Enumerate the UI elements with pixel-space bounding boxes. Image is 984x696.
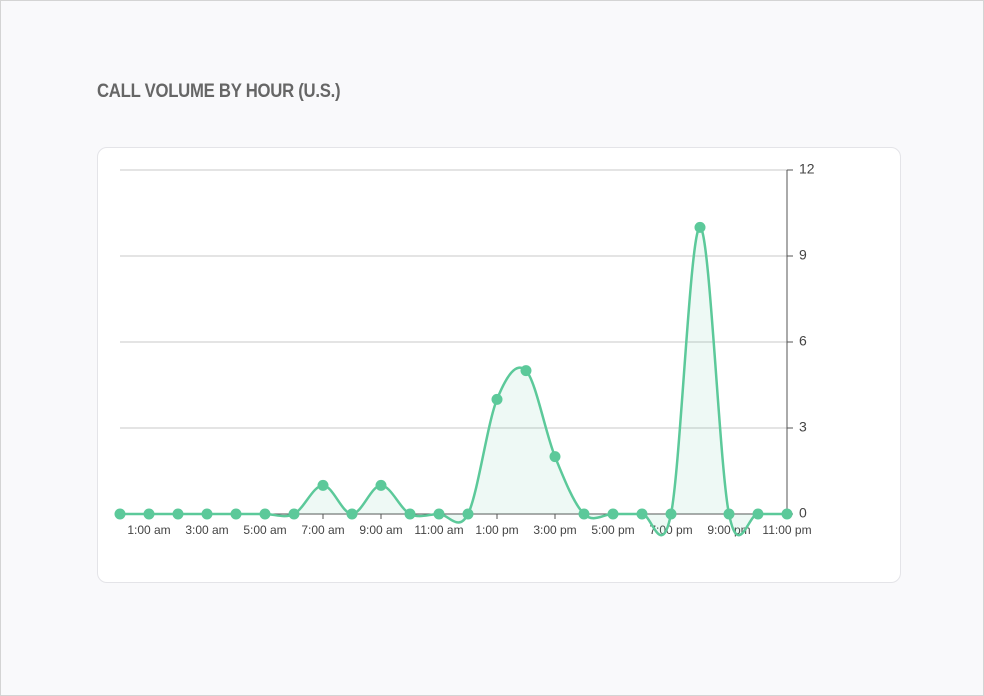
point xyxy=(143,508,155,520)
x-tick-label: 1:00 pm xyxy=(475,523,518,537)
point xyxy=(288,508,300,520)
point xyxy=(433,508,445,520)
point xyxy=(694,221,706,233)
point xyxy=(520,365,532,377)
point xyxy=(230,508,242,520)
x-tick-label: 3:00 pm xyxy=(533,523,576,537)
y-tick-label: 3 xyxy=(799,419,807,435)
y-tick-label: 12 xyxy=(799,161,815,177)
y-tick-label: 9 xyxy=(799,247,807,263)
y-tick-label: 0 xyxy=(799,505,807,521)
x-tick-label: 3:00 am xyxy=(185,523,228,537)
x-tick-label: 9:00 am xyxy=(359,523,402,537)
point xyxy=(259,508,271,520)
chart-title: CALL VOLUME BY HOUR (U.S.) xyxy=(97,81,341,102)
area xyxy=(120,227,787,536)
point xyxy=(723,508,735,520)
chart-card xyxy=(97,147,901,583)
point xyxy=(752,508,764,520)
point xyxy=(578,508,590,520)
point xyxy=(375,479,387,491)
y-tick-label: 6 xyxy=(799,333,807,349)
point xyxy=(665,508,677,520)
point xyxy=(607,508,619,520)
point xyxy=(549,451,561,463)
point xyxy=(201,508,213,520)
point xyxy=(404,508,416,520)
point xyxy=(317,479,329,491)
x-tick-label: 11:00 am xyxy=(414,523,463,537)
point xyxy=(781,508,793,520)
point xyxy=(346,508,358,520)
point xyxy=(462,508,474,520)
point xyxy=(114,508,126,520)
x-tick-label: 5:00 pm xyxy=(591,523,634,537)
point xyxy=(491,393,503,405)
x-tick-label: 5:00 am xyxy=(243,523,286,537)
point xyxy=(636,508,648,520)
x-tick-label: 11:00 pm xyxy=(762,523,811,537)
x-tick-label: 1:00 am xyxy=(127,523,170,537)
point xyxy=(172,508,184,520)
x-tick-label: 7:00 am xyxy=(301,523,344,537)
